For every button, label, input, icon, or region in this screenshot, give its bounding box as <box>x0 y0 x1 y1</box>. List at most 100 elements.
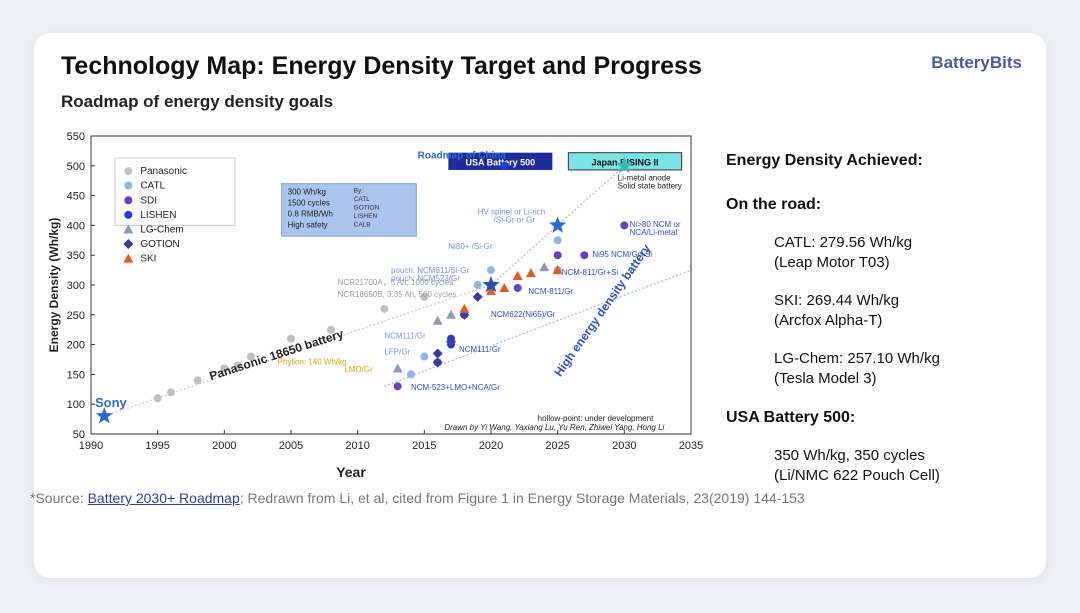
x-axis-label: Year <box>336 464 366 478</box>
page-title: Technology Map: Energy Density Target an… <box>61 52 702 80</box>
data-point <box>392 363 403 373</box>
annotation-text: NCM-811/Gr <box>528 287 573 296</box>
x-tick-label: 2005 <box>279 440 303 452</box>
legend-box <box>114 157 236 226</box>
annotation-text: NCM111/Gr <box>384 332 426 341</box>
lg-value: LG-Chem: 257.10 Wh/kg <box>774 350 940 367</box>
china-roadmap-by: CATL <box>354 196 371 203</box>
annotation-text: Phylion: 140 Wh/kg <box>278 357 347 366</box>
legend-label: SKI <box>140 254 156 265</box>
y-tick-label: 350 <box>67 250 85 262</box>
achieved-heading: Energy Density Achieved: <box>726 152 923 169</box>
trend-line <box>384 269 692 387</box>
data-point <box>432 315 443 325</box>
annotation-text: Li-metal anode <box>618 174 671 183</box>
data-point <box>553 251 562 260</box>
data-point <box>407 370 415 379</box>
legend-marker <box>124 210 133 219</box>
data-point <box>220 364 229 373</box>
star-marker <box>95 407 113 424</box>
legend-label: LISHEN <box>140 210 176 221</box>
legend-marker <box>124 196 133 205</box>
annotation-text: Solid state battery <box>618 181 682 190</box>
data-point <box>432 348 443 359</box>
legend-label: Panasonic <box>140 166 187 177</box>
legend-marker <box>123 224 134 234</box>
data-point <box>553 236 562 245</box>
x-tick-label: 2035 <box>679 440 703 452</box>
data-point <box>393 382 402 391</box>
annotation-text: Drawn by Yi Wang, Yaxiang Lu, Yu Ren, Zh… <box>444 423 664 432</box>
annotation-text: Ni80+ /Si-Gr <box>448 242 493 251</box>
data-point <box>473 281 482 289</box>
data-point <box>167 388 175 397</box>
source-link[interactable]: Battery 2030+ Roadmap <box>87 490 240 506</box>
annotation-text: NCA/Li-metal <box>630 228 678 237</box>
annotation-text: pouch: NCM523/Gr <box>391 274 460 283</box>
x-tick-label: 2020 <box>479 440 503 452</box>
y-tick-label: 400 <box>67 220 85 232</box>
data-point <box>420 352 429 361</box>
source-suffix: ; Redrawn from Li, et al, cited from Fig… <box>239 490 805 506</box>
data-point <box>487 266 495 275</box>
annotation-text: NCM111/Gr <box>459 345 501 354</box>
x-tick-label: 2000 <box>212 440 236 452</box>
legend-marker <box>124 181 133 190</box>
page-subtitle: Roadmap of energy density goals <box>61 92 334 111</box>
annotation-text: Ni95 NCM/Gr+Si <box>592 250 652 259</box>
y-tick-label: 100 <box>67 399 85 411</box>
y-tick-label: 300 <box>67 280 85 292</box>
source-prefix: *Source: <box>30 490 88 506</box>
china-roadmap-text: 1500 cycles <box>288 199 330 208</box>
annotation-text: /Si-Gr or Gr <box>494 215 536 224</box>
catl-value: CATL: 279.56 Wh/kg <box>774 234 913 251</box>
legend-marker <box>123 253 134 263</box>
on-road-heading: On the road: <box>726 196 822 213</box>
data-point <box>500 161 509 170</box>
x-tick-label: 2010 <box>345 440 369 452</box>
annotation-text: NCR21700A，5 Ah, 1000 cycles <box>338 278 454 287</box>
data-point <box>247 352 255 361</box>
china-roadmap-by: CALB <box>354 222 371 229</box>
y-tick-label: 250 <box>67 310 85 322</box>
x-tick-label: 2025 <box>545 440 569 452</box>
data-point <box>432 357 443 368</box>
legend-marker <box>123 239 134 250</box>
usa-battery-label: USA Battery 500 <box>465 158 535 168</box>
source-note: *Source: Battery 2030+ Roadmap; Redrawn … <box>30 490 805 506</box>
legend-label: SDI <box>140 195 157 206</box>
energy-density-chart: 1990 1995 2000 2005 2010 2015 2020 2025 2030 2035… <box>47 131 703 478</box>
y-tick-label: 50 <box>73 429 85 441</box>
slide-card: BatteryBits <box>34 33 1046 578</box>
y-tick-label: 450 <box>67 191 85 203</box>
x-tick-label: 1990 <box>79 440 103 452</box>
data-point <box>446 336 456 347</box>
data-point <box>153 394 162 403</box>
data-point <box>512 271 523 281</box>
data-point <box>327 325 335 334</box>
usa-value: 350 Wh/kg, 350 cycles <box>774 447 925 464</box>
annotation-text: LMO/Gr <box>344 365 373 374</box>
y-tick-label: 200 <box>67 340 85 352</box>
catl-vehicle: (Leap Motor T03) <box>774 254 890 271</box>
x-tick-label: 2015 <box>412 440 436 452</box>
annotation-text: LFP/Gr <box>384 348 410 357</box>
data-point <box>526 268 536 278</box>
annotation-text: NCM-523+LMO+NCA/Gr <box>411 383 500 392</box>
x-tick-label: 2030 <box>612 440 636 452</box>
annotation-text: Roadmap of China <box>418 151 507 162</box>
data-point <box>472 291 483 302</box>
data-point <box>459 303 470 313</box>
data-point <box>446 309 456 319</box>
star-marker <box>549 216 567 233</box>
data-point <box>580 251 589 260</box>
china-roadmap-by: LISHEN <box>354 213 378 220</box>
china-roadmap-text: High safety <box>288 221 328 230</box>
legend-label: LG-Chem <box>140 224 183 235</box>
annotation-text: NCR18650B, 3.35 Ah, 500 cycles <box>338 290 457 299</box>
data-point <box>499 282 510 292</box>
data-point <box>539 262 550 272</box>
china-roadmap-by: By: <box>354 188 364 195</box>
annotation-text: HV spinel or Li-rich <box>478 208 546 217</box>
ski-vehicle: (Arcfox Alpha-T) <box>774 312 883 329</box>
